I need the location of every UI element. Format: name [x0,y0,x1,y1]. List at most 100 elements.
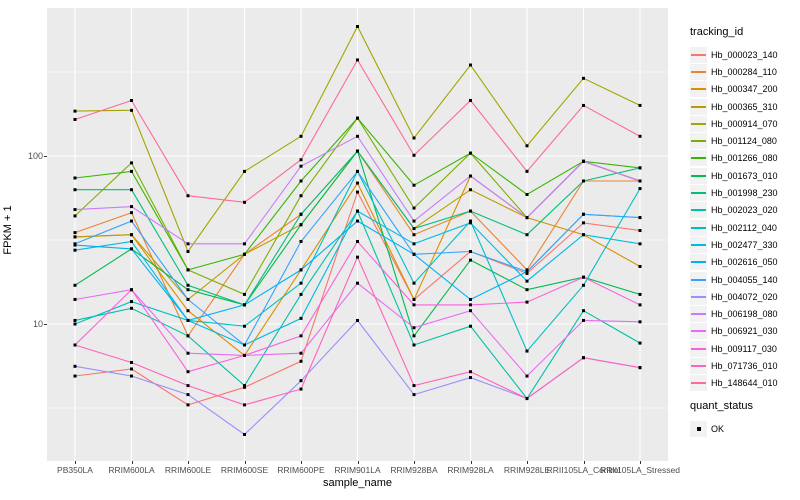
data-point [638,187,642,191]
legend-key-swatch [690,98,707,115]
data-point [469,258,472,262]
legend-line-icon [691,53,706,56]
legend-line-icon [691,313,706,316]
data-point [638,229,642,233]
data-point [130,188,133,192]
legend-item-Hb_148644_010: Hb_148644_010 [690,375,800,392]
legend-item-Hb_001998_230: Hb_001998_230 [690,184,800,202]
data-point [412,242,416,246]
data-point [130,233,133,237]
data-point [186,250,190,254]
data-point [356,169,359,173]
legend-item-Hb_006198_080: Hb_006198_080 [690,305,800,323]
data-point [356,239,359,243]
legend-item-label: Hb_001124_080 [711,136,777,147]
legend-key-swatch [690,150,707,167]
data-point [186,403,190,407]
data-point [186,393,190,397]
data-point [525,397,529,401]
data-point [638,341,642,345]
data-point [73,176,77,180]
data-point [299,194,303,198]
legend-line-icon [691,209,706,212]
legend-item-Hb_001124_080: Hb_001124_080 [690,132,800,150]
data-point [73,242,77,246]
data-point [525,349,529,353]
legend-item-Hb_000365_310: Hb_000365_310 [690,98,800,115]
legend-item-Hb_000347_200: Hb_000347_200 [690,81,800,98]
data-point [638,320,642,324]
legend-key-swatch [690,115,707,132]
square-point-icon [696,426,701,431]
data-point [73,283,77,287]
legend-key-swatch [690,323,707,340]
x-tick-label: RRIM600PE [277,465,325,475]
data-point [356,219,359,223]
legend-item-label: Hb_002112_040 [711,222,777,233]
data-point [638,366,642,370]
data-point [186,297,190,301]
data-point [243,343,246,347]
data-point [582,76,585,80]
data-point [469,297,472,301]
data-point [186,283,190,287]
data-point [412,343,416,347]
x-tick-mark [188,461,189,464]
legend-key-swatch [690,375,707,392]
data-point [243,432,246,436]
x-tick-mark [131,461,133,464]
data-point [356,190,359,194]
data-point [186,288,190,292]
quant-status-value: OK [711,423,725,434]
data-point [186,384,190,388]
data-point [638,292,642,296]
y-axis-title: FPKM + 1 [2,205,14,255]
legend-item-label: Hb_004072_020 [711,291,778,302]
data-point [469,250,472,254]
data-point [243,353,246,357]
x-tick-label: PB350LA [57,465,93,475]
data-point [525,374,529,378]
data-point [469,324,472,328]
data-point [638,303,642,307]
x-tick-label: RRIM928BA [390,465,438,475]
legend-item-label: Hb_000347_200 [711,84,778,95]
data-point [299,158,303,162]
data-point [73,248,77,252]
legend-key-swatch [690,357,707,374]
data-point [638,166,642,170]
x-axis-title: sample_name [322,477,393,489]
data-point [73,109,77,113]
legend-item-Hb_000914_070: Hb_000914_070 [690,115,800,132]
data-point [130,374,133,378]
data-point [130,169,133,173]
data-point [73,188,77,192]
legend-item-label: Hb_148644_010 [711,378,778,389]
data-point [356,116,359,120]
data-point [582,233,585,237]
data-point [73,374,77,378]
data-point [73,297,77,301]
legend-item-Hb_004072_020: Hb_004072_020 [690,288,800,305]
data-point [186,242,190,246]
data-point [299,164,303,168]
legend-key-swatch [690,46,707,63]
data-point [525,279,529,283]
data-point [243,200,246,204]
legend-line-icon [691,382,706,385]
data-point [582,159,585,163]
legend-quant-status: quant_status OK [690,400,753,437]
data-point [356,24,359,28]
legend-line-icon [691,88,706,91]
data-point [299,379,303,383]
x-tick-label: RRIM928LA [447,465,494,475]
data-point [299,334,303,338]
data-point [186,318,190,322]
legend-key-swatch [690,271,707,288]
legend-line-icon [691,70,706,73]
y-tick-label: 10 [32,318,43,329]
data-point [412,227,416,231]
data-point [582,179,585,183]
data-point [582,212,585,216]
data-point [469,174,472,178]
